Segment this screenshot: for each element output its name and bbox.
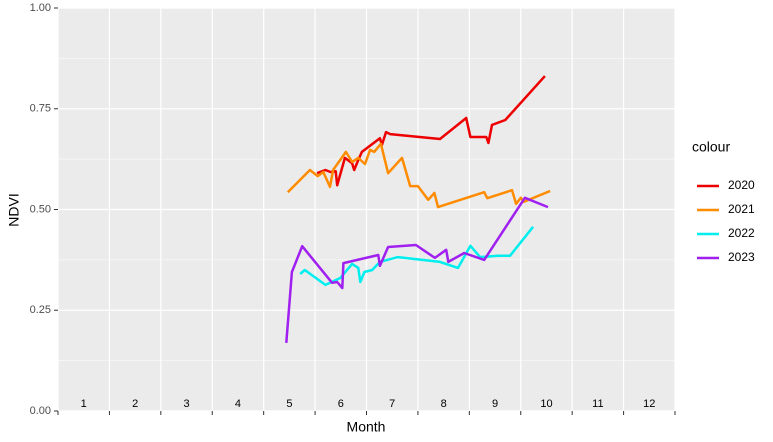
month-label: 2 <box>132 398 138 410</box>
marks <box>285 75 551 343</box>
legend-label: 2022 <box>728 226 755 240</box>
series-line <box>316 75 546 187</box>
y-tick-label: 0.25 <box>30 304 51 316</box>
month-label: 11 <box>592 398 603 410</box>
legend-title: colour <box>692 139 730 155</box>
month-label: 7 <box>389 398 395 410</box>
month-label: 12 <box>643 398 655 410</box>
month-label: 1 <box>81 398 87 410</box>
y-tick-label: 1.00 <box>30 2 51 14</box>
y-tick-label: 0.50 <box>30 203 51 215</box>
series-line <box>299 226 535 287</box>
month-label: 9 <box>492 398 498 410</box>
y-axis-title: NDVI <box>6 193 22 226</box>
month-label: 4 <box>235 398 241 410</box>
legend-label: 2020 <box>728 178 755 192</box>
x-axis-title: Month <box>347 419 386 435</box>
month-label: 5 <box>286 398 292 410</box>
month-label: 6 <box>338 398 344 410</box>
month-label: 10 <box>540 398 552 410</box>
legend-label: 2021 <box>728 202 755 216</box>
y-tick-label: 0.75 <box>30 103 51 115</box>
series-line <box>285 196 549 343</box>
series-line <box>286 142 551 209</box>
legend-label: 2023 <box>728 250 755 264</box>
month-label: 8 <box>441 398 447 410</box>
y-tick-label: 0.00 <box>30 405 51 417</box>
month-label: 3 <box>183 398 189 410</box>
